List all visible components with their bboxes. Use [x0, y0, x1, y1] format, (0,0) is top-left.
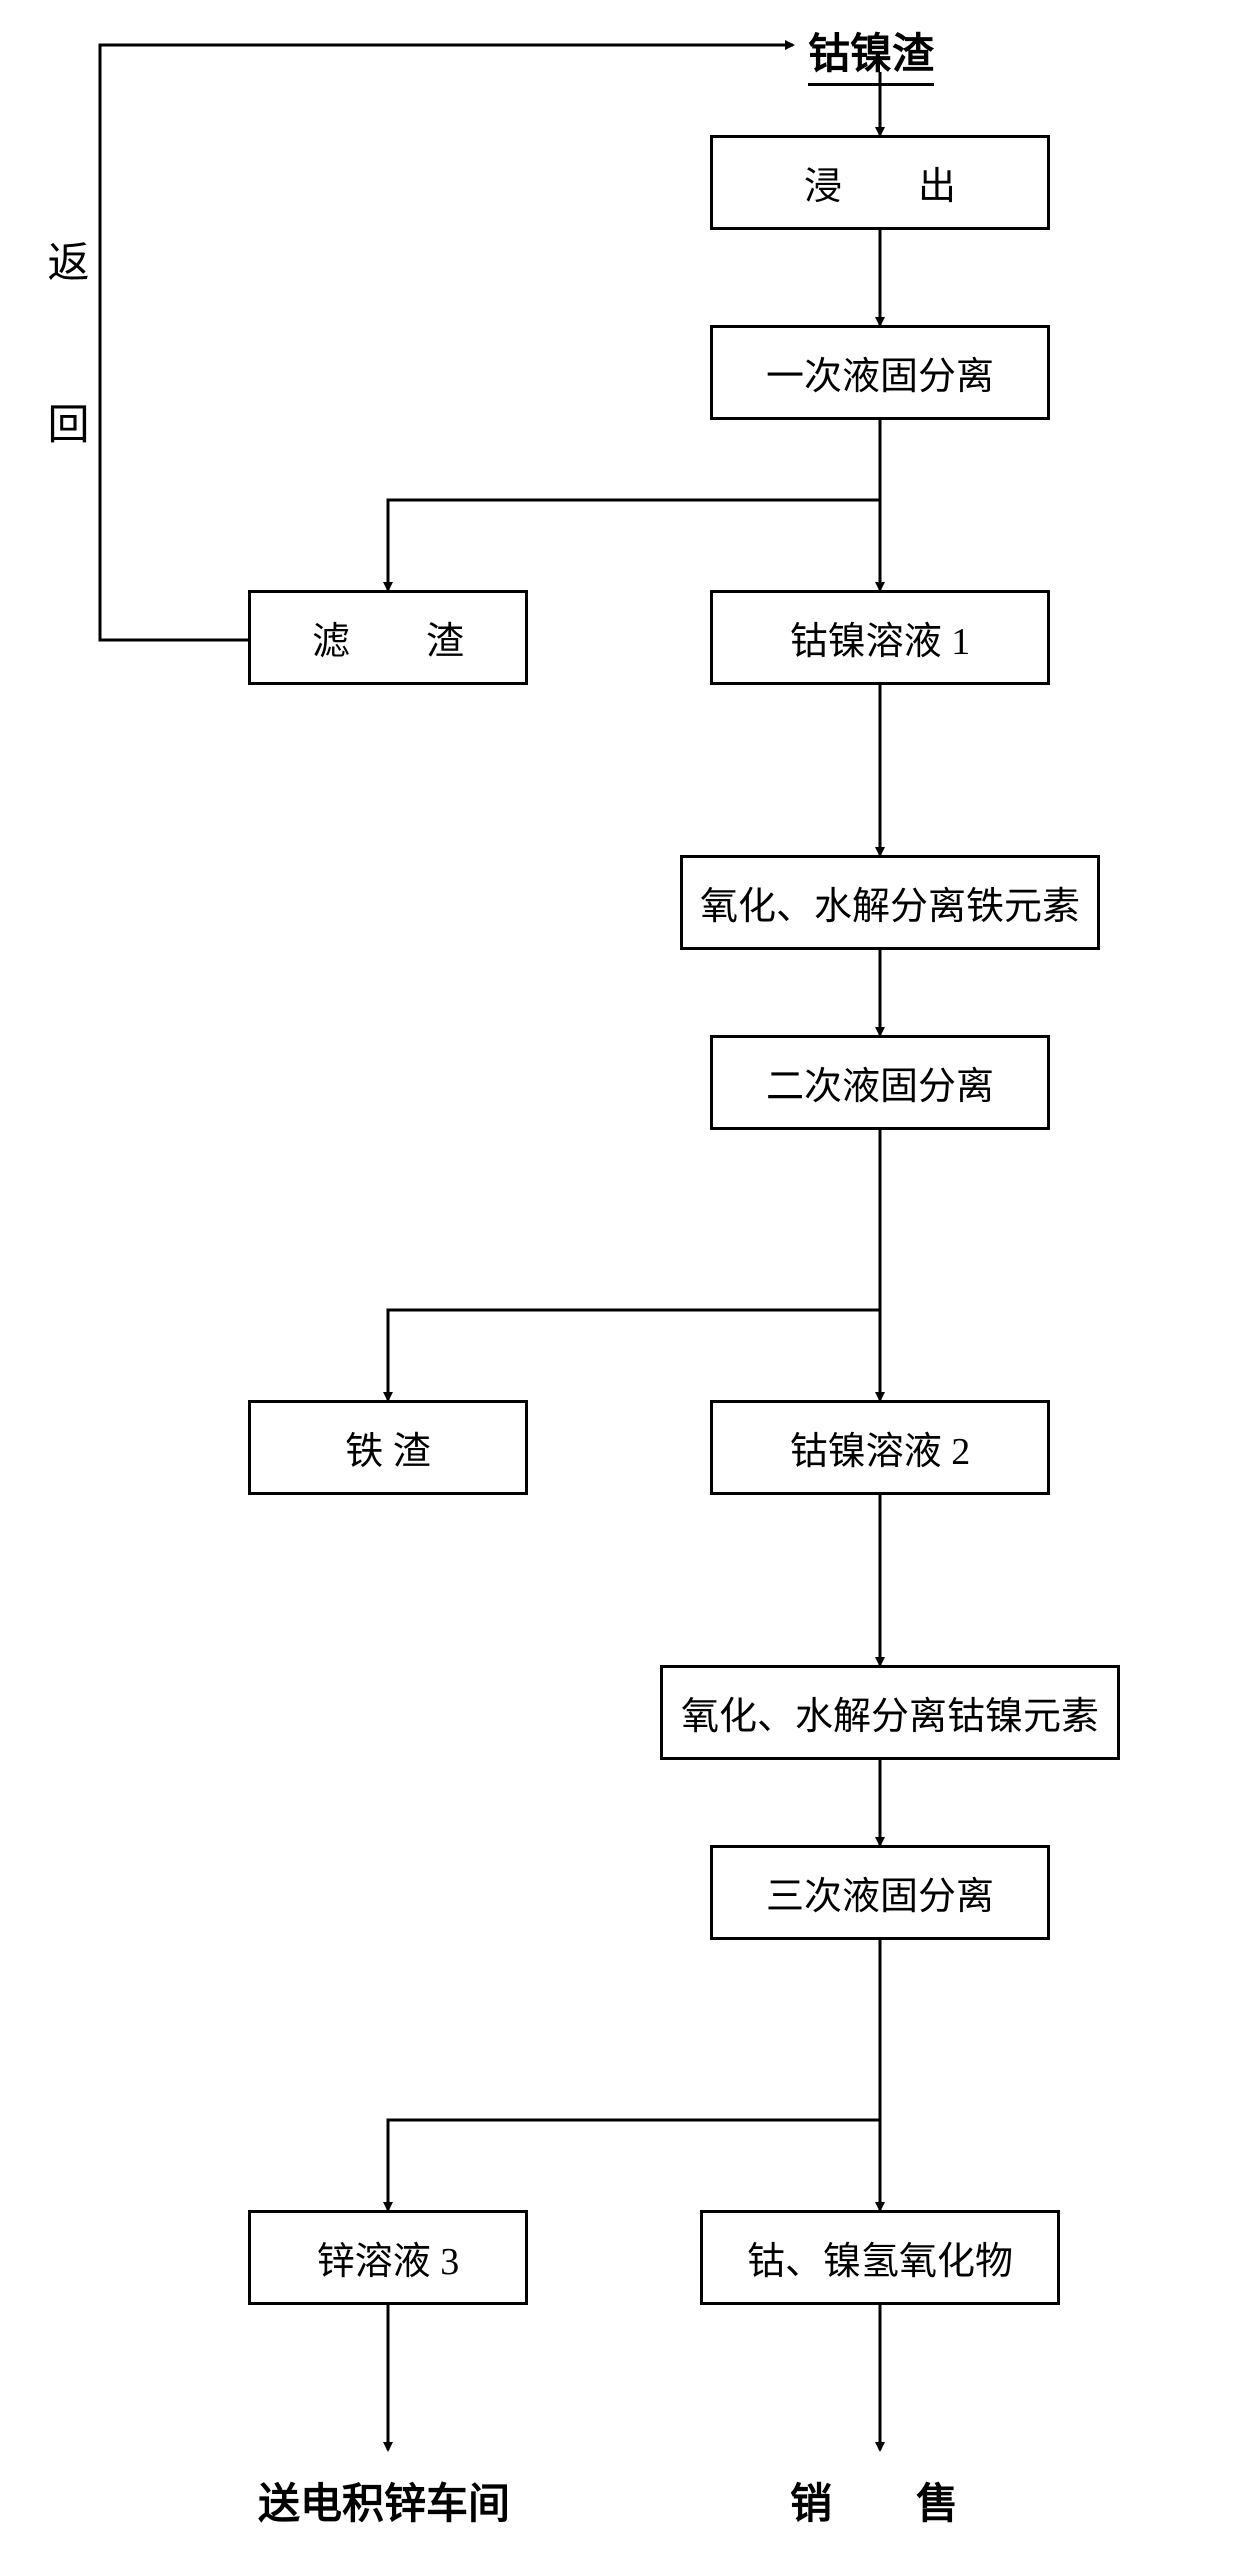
endpoint-text-e2: 销 售	[790, 2470, 958, 2531]
edge-ed11	[388, 1940, 880, 2210]
flowchart-node-n4: 钴镍溶液 1	[710, 590, 1050, 685]
edges-layer	[0, 0, 1239, 2555]
flowchart-node-n1: 浸 出	[710, 135, 1050, 230]
flowchart-node-n12: 钴、镍氢氧化物	[700, 2210, 1060, 2305]
endpoint-text-e1: 送电积锌车间	[258, 2470, 510, 2531]
flowchart-node-n3: 滤 渣	[248, 590, 528, 685]
edge-ed15	[100, 45, 793, 640]
flowchart-node-n10: 三次液固分离	[710, 1845, 1050, 1940]
flowchart-title: 钴镍渣	[808, 20, 934, 86]
flowchart-node-n8: 钴镍溶液 2	[710, 1400, 1050, 1495]
flowchart-node-n7: 铁 渣	[248, 1400, 528, 1495]
flowchart-node-n11: 锌溶液 3	[248, 2210, 528, 2305]
edge-ed7	[388, 1130, 880, 1400]
flowchart-node-n9: 氧化、水解分离钴镍元素	[660, 1665, 1120, 1760]
flowchart-node-n6: 二次液固分离	[710, 1035, 1050, 1130]
return-vertical-label: 返回	[34, 240, 95, 564]
edge-ed3	[388, 420, 880, 590]
flowchart-node-n5: 氧化、水解分离铁元素	[680, 855, 1100, 950]
flowchart-node-n2: 一次液固分离	[710, 325, 1050, 420]
